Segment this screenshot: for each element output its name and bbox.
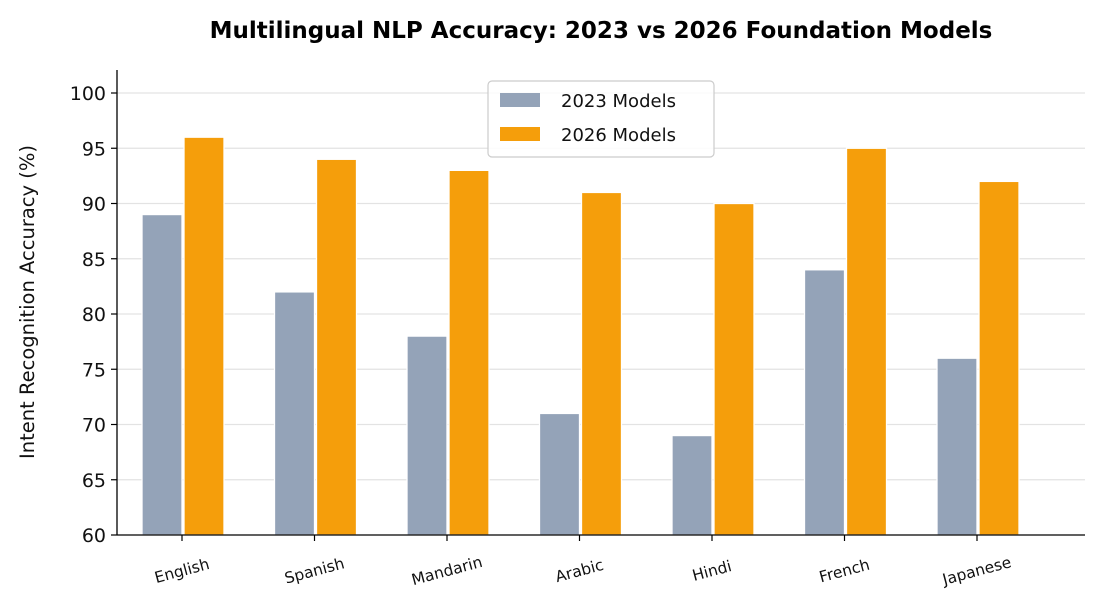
y-tick-label: 100 <box>70 83 106 105</box>
y-tick-label: 85 <box>82 249 106 271</box>
y-tick-label: 60 <box>82 525 106 547</box>
y-tick-label: 65 <box>82 470 106 492</box>
x-tick-label: Hindi <box>690 557 733 585</box>
bar-2023-hindi <box>671 434 713 536</box>
bar-2026-spanish <box>315 158 358 536</box>
x-tick-label: French <box>817 556 871 587</box>
bar-2026-english <box>183 136 225 536</box>
y-axis-label: Intent Recognition Accuracy (%) <box>16 145 39 459</box>
bar-2023-arabic <box>538 412 581 536</box>
y-tick-label: 95 <box>82 138 106 160</box>
x-ticks: English Spanish Mandarin Arabic Hindi French J… <box>153 535 1014 589</box>
legend-swatch-2023 <box>500 93 540 107</box>
chart-title: Multilingual NLP Accuracy: 2023 vs 2026 … <box>210 18 993 44</box>
bars <box>141 136 1020 536</box>
bar-2026-hindi <box>713 202 755 536</box>
bar-2023-english <box>141 213 183 536</box>
x-tick-label: English <box>153 555 212 587</box>
bar-2026-arabic <box>580 191 623 536</box>
x-tick-label: Arabic <box>553 556 605 586</box>
bar-2023-spanish <box>273 291 316 536</box>
legend-label-2023: 2023 Models <box>561 91 676 112</box>
axes <box>116 70 1085 536</box>
bar-2023-japanese <box>936 357 978 536</box>
bar-2026-japanese <box>978 180 1020 536</box>
legend-swatch-2026 <box>500 127 540 141</box>
legend-label-2026: 2026 Models <box>561 125 676 146</box>
x-tick-label: Spanish <box>283 554 347 587</box>
legend-box <box>487 80 715 158</box>
y-tick-label: 70 <box>82 415 106 437</box>
x-tick-label: Mandarin <box>410 553 485 589</box>
x-tick-label: Japanese <box>940 553 1014 589</box>
y-tick-label: 90 <box>82 194 106 216</box>
bar-2026-mandarin <box>448 169 490 536</box>
bar-2023-french <box>803 269 846 536</box>
y-ticks: 60 65 70 75 80 85 90 95 100 <box>70 83 117 547</box>
y-tick-label: 75 <box>82 359 106 381</box>
bar-2023-mandarin <box>406 335 448 536</box>
bar-2026-french <box>845 147 888 536</box>
legend: 2023 Models 2026 Models <box>487 80 715 158</box>
y-tick-label: 80 <box>82 304 106 326</box>
